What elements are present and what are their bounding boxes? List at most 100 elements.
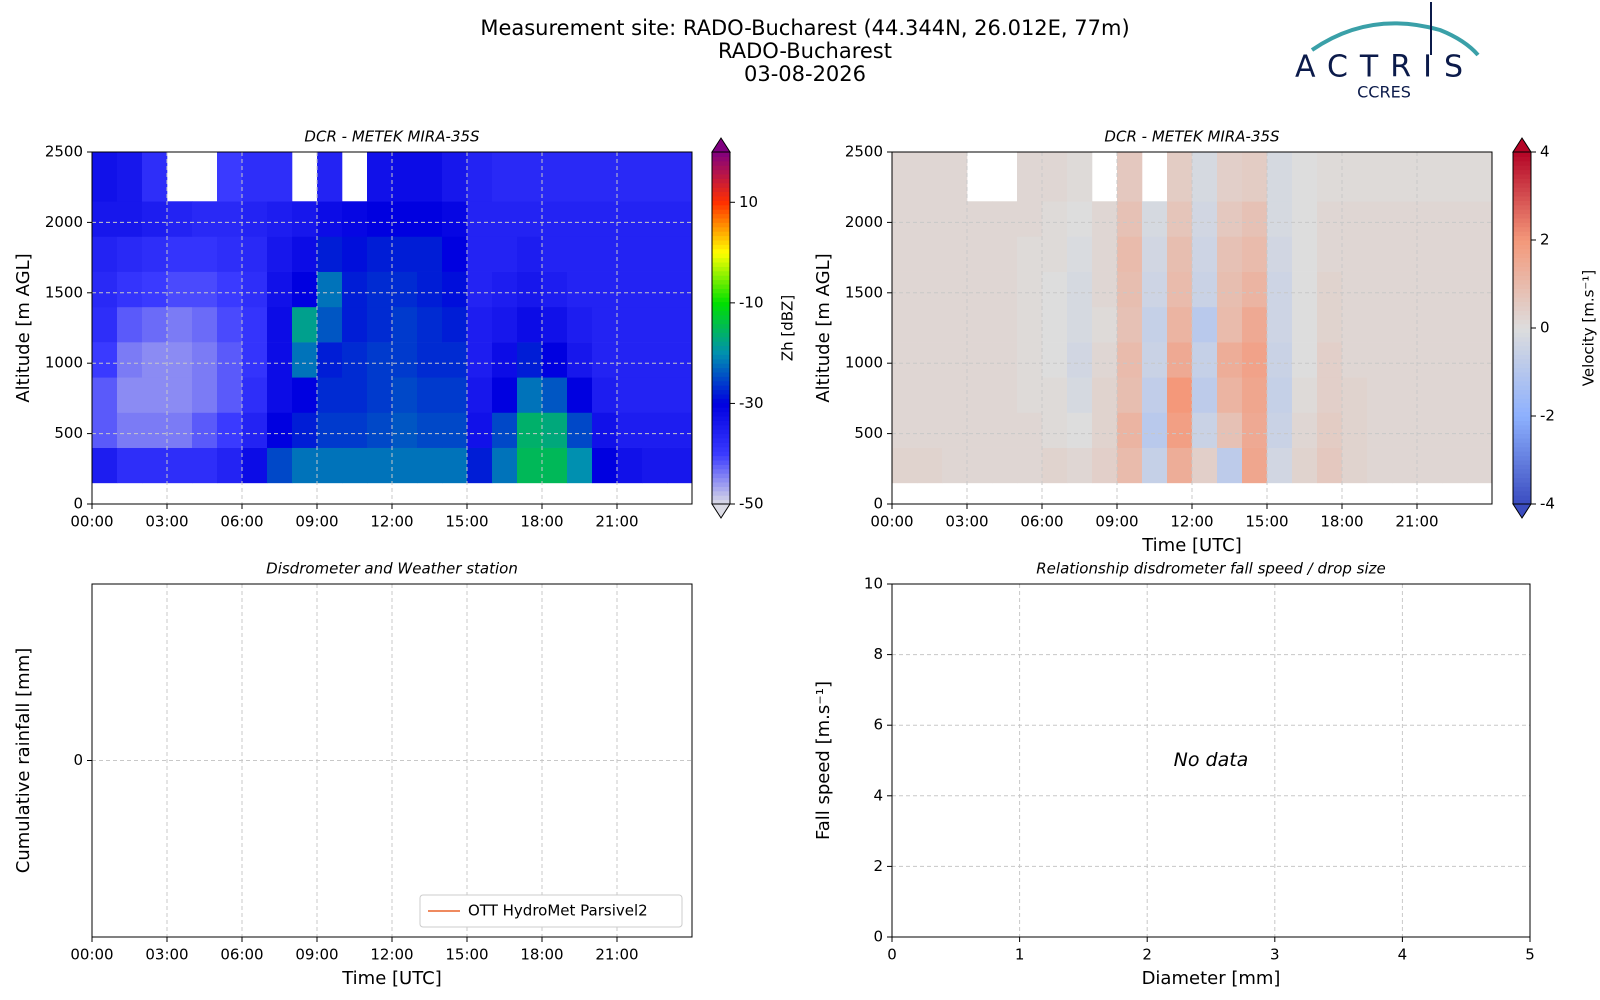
heatmap-cell xyxy=(1317,201,1343,237)
heatmap-cell xyxy=(1417,152,1443,202)
heatmap-cell xyxy=(192,271,218,308)
heatmap-cell xyxy=(1367,306,1393,343)
heatmap-cell xyxy=(467,271,493,308)
colorbar-slice xyxy=(1513,367,1531,373)
heatmap-cell xyxy=(442,152,468,202)
heatmap-cell xyxy=(542,412,568,448)
heatmap-cell xyxy=(392,201,418,237)
y-tick-label: 2500 xyxy=(845,143,883,161)
heatmap-cell xyxy=(217,447,243,484)
colorbar-slice xyxy=(712,235,730,241)
heatmap-cell xyxy=(967,201,993,237)
heatmap-cell xyxy=(392,412,418,448)
heatmap-cell xyxy=(1392,412,1418,448)
heatmap-cell xyxy=(492,447,518,484)
heatmap-cell xyxy=(1017,377,1043,413)
colorbar-slice xyxy=(712,270,730,276)
colorbar-slice xyxy=(1513,240,1531,245)
heatmap-cell xyxy=(342,306,368,343)
y-tick-label: 2000 xyxy=(45,213,83,231)
heatmap-cell xyxy=(392,377,418,413)
heatmap-cell xyxy=(1242,201,1268,237)
heatmap-cell xyxy=(267,271,293,308)
colorbar-slice xyxy=(1513,160,1531,166)
y-tick-label: 0 xyxy=(73,495,83,513)
heatmap-cell xyxy=(667,271,693,308)
heatmap-cell xyxy=(1142,201,1168,237)
heatmap-cell xyxy=(92,271,118,308)
colorbar-slice xyxy=(1513,292,1531,298)
heatmap-cell xyxy=(1117,152,1143,202)
heatmap-cell xyxy=(1017,412,1043,448)
colorbar-slice xyxy=(712,341,730,347)
heatmap-cell xyxy=(1167,377,1193,413)
heatmap-cell xyxy=(892,306,918,343)
heatmap-cell xyxy=(942,201,968,237)
colorbar-slice xyxy=(712,420,730,426)
heatmap-cell xyxy=(1192,377,1218,413)
colorbar-slice xyxy=(1513,213,1531,219)
colorbar-slice xyxy=(712,301,730,307)
x-tick-label: 18:00 xyxy=(1320,513,1363,531)
heatmap-cell xyxy=(467,201,493,237)
y-tick-label: 2 xyxy=(873,857,883,875)
heatmap-cell xyxy=(1092,412,1118,448)
heatmap-cell xyxy=(1042,201,1068,237)
x-tick-label: 21:00 xyxy=(595,513,638,531)
axes-frame xyxy=(891,583,1531,938)
panel-title: DCR - METEK MIRA-35S xyxy=(304,128,480,146)
heatmap-cell xyxy=(1267,306,1293,343)
colorbar-slice xyxy=(712,174,730,179)
heatmap-cell xyxy=(942,271,968,308)
colorbar-slice xyxy=(1513,429,1531,435)
heatmap-cell xyxy=(392,447,418,484)
heatmap-cell xyxy=(1117,306,1143,343)
heatmap-cell xyxy=(1142,412,1168,448)
heatmap-cell xyxy=(667,447,693,484)
heatmap-cell xyxy=(267,152,293,202)
y-tick-label: 2500 xyxy=(45,143,83,161)
colorbar-tick-label: 10 xyxy=(739,193,758,211)
x-tick-label: 21:00 xyxy=(1395,513,1438,531)
colorbar-slice xyxy=(1513,328,1531,333)
heatmap-cell xyxy=(1342,447,1368,484)
colorbar-slice xyxy=(1513,495,1531,501)
heatmap-cell xyxy=(417,152,443,202)
heatmap-cell xyxy=(517,152,543,202)
heatmap-cell xyxy=(1467,271,1493,308)
colorbar-slice xyxy=(1513,411,1531,417)
colorbar-tick-label: 4 xyxy=(1540,143,1550,161)
heatmap-cell xyxy=(1392,377,1418,413)
heatmap-cell xyxy=(217,201,243,237)
heatmap-cell xyxy=(942,236,968,272)
heatmap-cell xyxy=(1367,377,1393,413)
heatmap-cell xyxy=(442,306,468,343)
x-tick-label: 15:00 xyxy=(445,513,488,531)
heatmap-cell xyxy=(1317,271,1343,308)
heatmap-cell xyxy=(367,306,393,343)
colorbar-slice xyxy=(1513,336,1531,342)
colorbar-slice xyxy=(712,460,730,465)
colorbar-slice xyxy=(1513,209,1531,215)
colorbar-slice xyxy=(1513,451,1531,457)
heatmap-cell xyxy=(1092,342,1118,378)
heatmap-cell xyxy=(117,201,143,237)
heatmap-cell xyxy=(1017,201,1043,237)
heatmap-cell xyxy=(1442,201,1468,237)
heatmap-cell xyxy=(392,306,418,343)
colorbar-slice xyxy=(712,297,730,303)
heatmap-cell xyxy=(1317,342,1343,378)
colorbar-slice xyxy=(712,248,730,254)
heatmap-cell xyxy=(1417,447,1443,484)
colorbar-slice xyxy=(1513,244,1531,250)
x-tick-label: 03:00 xyxy=(145,946,188,964)
heatmap-cell xyxy=(242,377,268,413)
heatmap-cell xyxy=(1342,236,1368,272)
heatmap-cell xyxy=(892,412,918,448)
heatmap-cell xyxy=(942,306,968,343)
colorbar-extend xyxy=(1512,503,1532,519)
colorbar-slice xyxy=(1513,499,1531,505)
heatmap-cell xyxy=(142,447,168,484)
heatmap-cell xyxy=(92,342,118,378)
heatmap-cell xyxy=(1392,201,1418,237)
